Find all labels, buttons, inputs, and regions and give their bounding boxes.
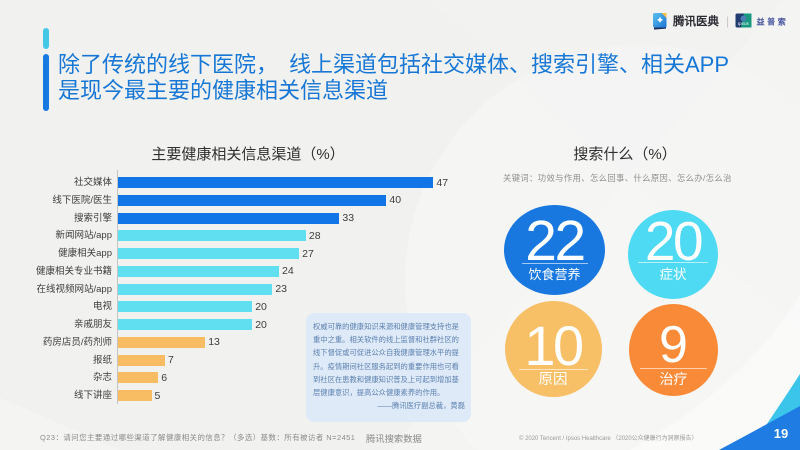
svg-text:益普索: 益普索: [757, 17, 789, 27]
svg-text:Ipsos: Ipsos: [738, 21, 750, 26]
svg-text:腾讯医典: 腾讯医典: [673, 14, 719, 28]
svg-text:|: |: [726, 14, 729, 28]
